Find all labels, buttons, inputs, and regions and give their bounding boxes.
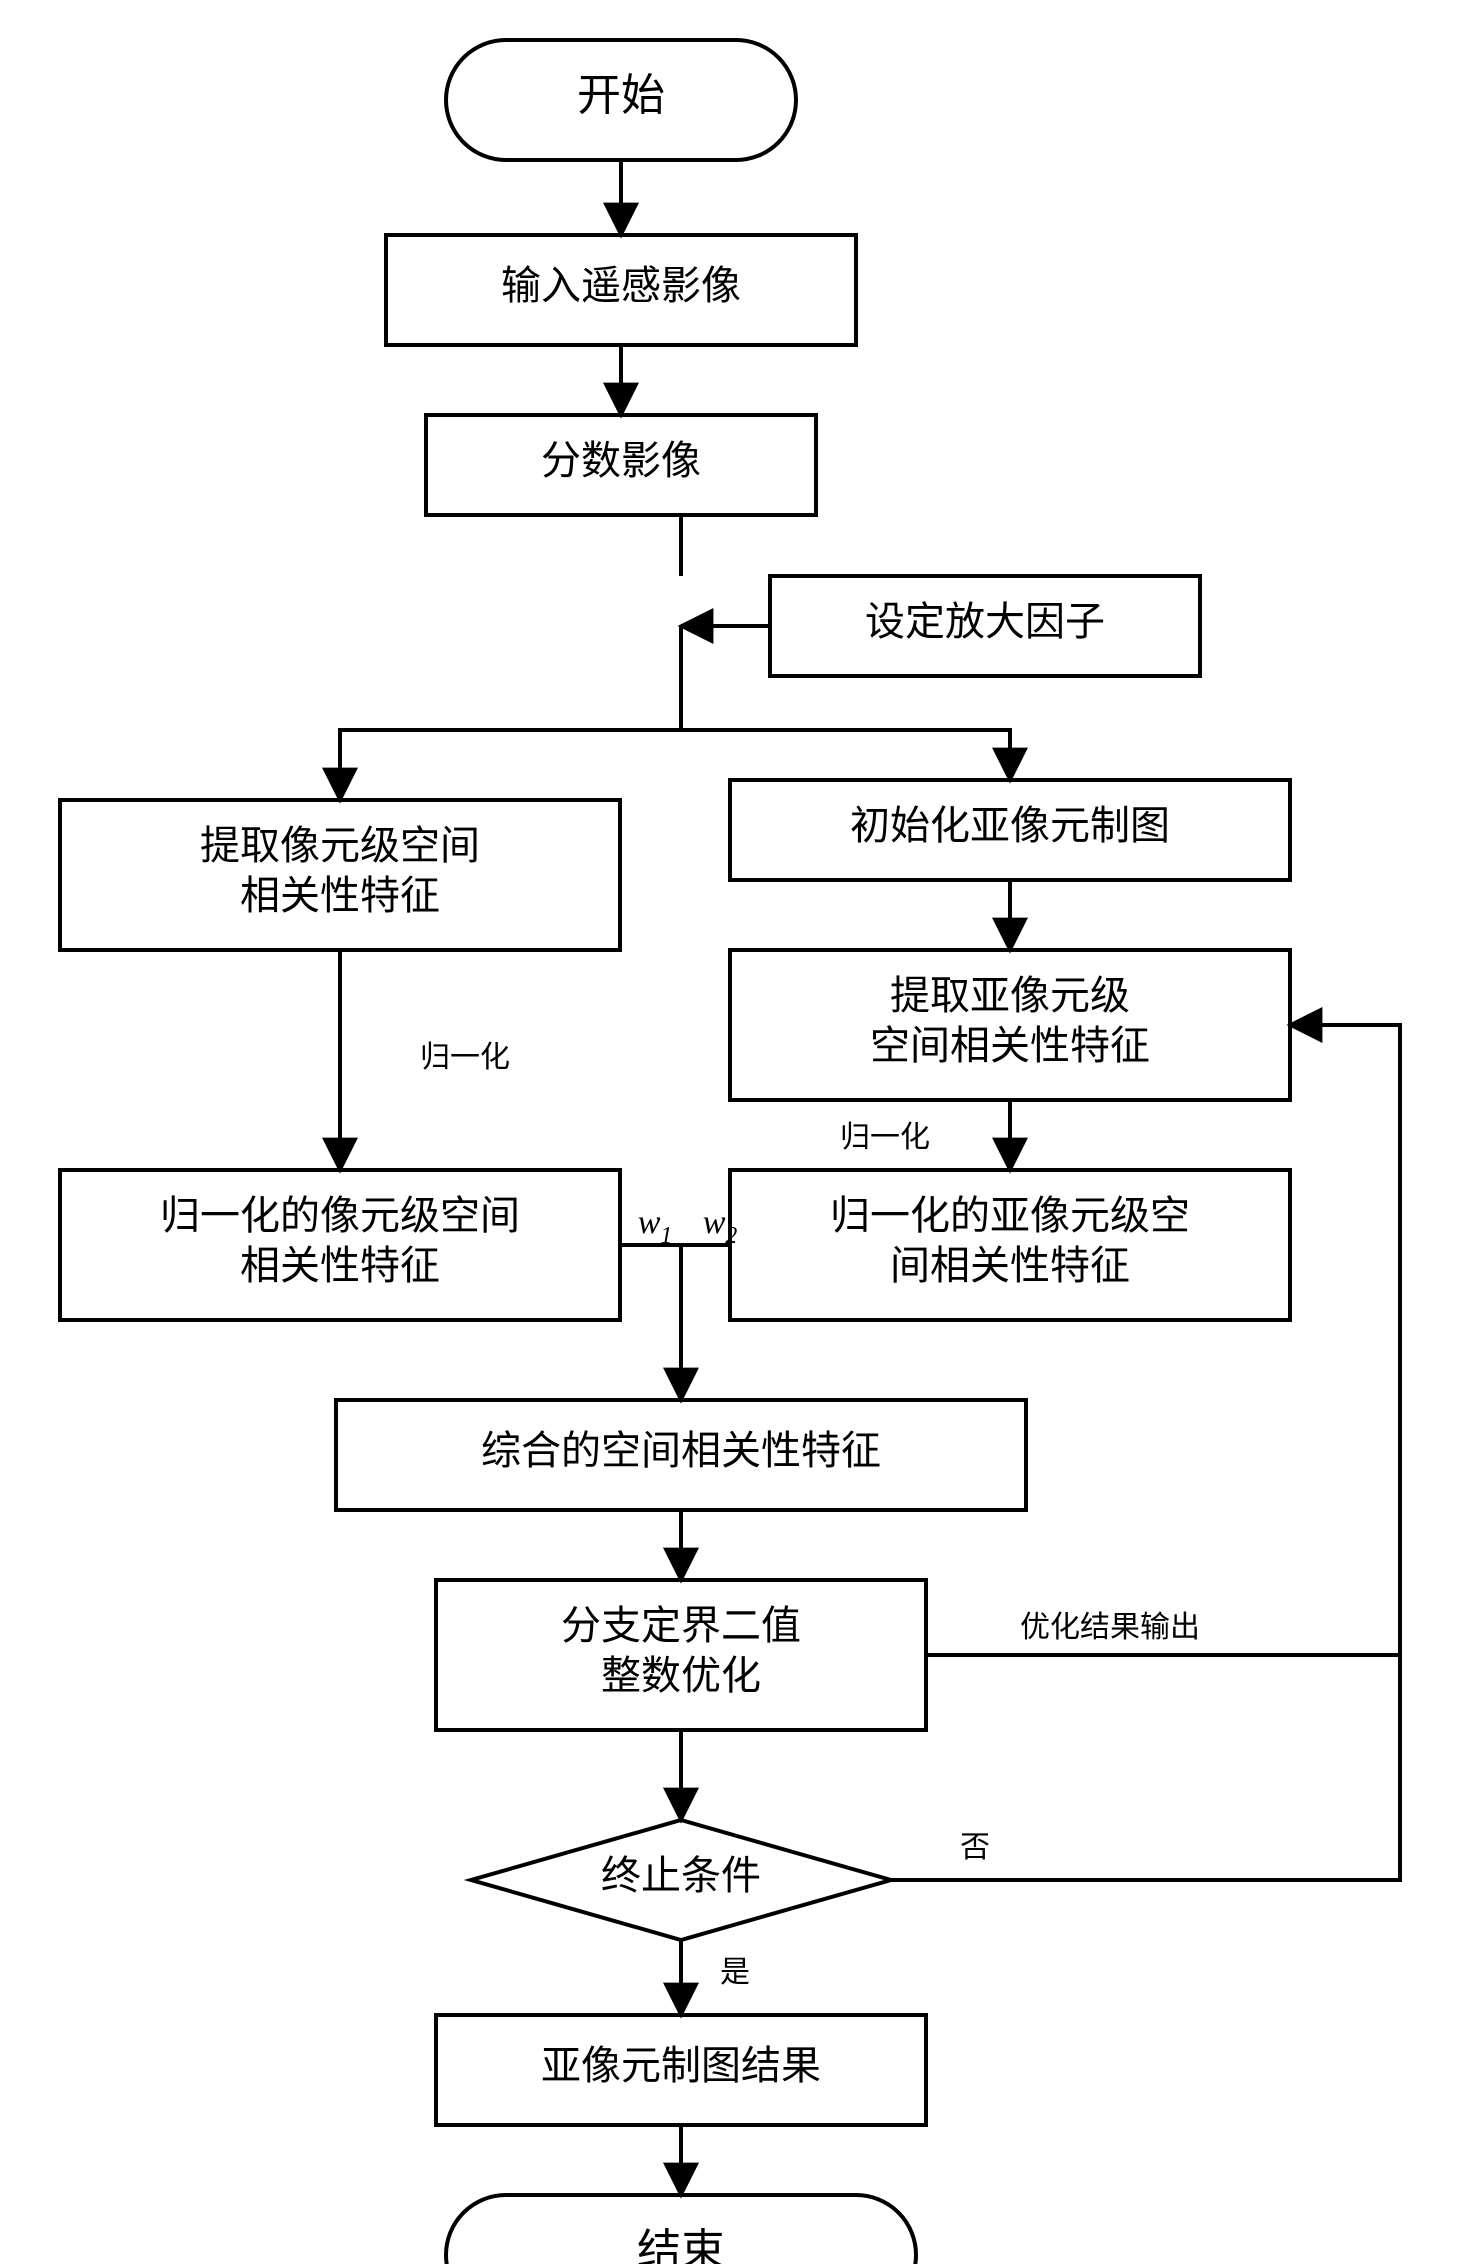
edge-label: 优化结果输出 xyxy=(1020,1611,1200,1644)
start-label: 开始 xyxy=(577,71,665,120)
combined-label: 综合的空间相关性特征 xyxy=(481,1428,881,1473)
px_ext-label: 相关性特征 xyxy=(240,873,440,918)
edge-label: 否 xyxy=(960,1831,990,1864)
sub_norm-label: 间相关性特征 xyxy=(890,1243,1130,1288)
input-label: 输入遥感影像 xyxy=(501,263,741,308)
result-label: 亚像元制图结果 xyxy=(541,2043,821,2088)
end-label: 结束 xyxy=(637,2226,725,2264)
px_norm-label: 归一化的像元级空间 xyxy=(160,1193,520,1238)
sub_init-label: 初始化亚像元制图 xyxy=(850,803,1170,848)
edge-label: 归一化 xyxy=(420,1041,510,1074)
edge-label: 是 xyxy=(720,1956,750,1989)
frac-label: 分数影像 xyxy=(541,438,701,483)
px_norm-label: 相关性特征 xyxy=(240,1243,440,1288)
branch-label: 分支定界二值 xyxy=(561,1603,801,1648)
cond-label: 终止条件 xyxy=(601,1853,761,1898)
sub_norm-label: 归一化的亚像元级空 xyxy=(830,1193,1190,1238)
sub_ext-label: 提取亚像元级 xyxy=(890,973,1130,1018)
edge-label: 归一化 xyxy=(840,1121,930,1154)
setfact-label: 设定放大因子 xyxy=(865,599,1105,644)
px_ext-label: 提取像元级空间 xyxy=(200,823,480,868)
branch-label: 整数优化 xyxy=(601,1653,761,1698)
sub_ext-label: 空间相关性特征 xyxy=(870,1023,1150,1068)
